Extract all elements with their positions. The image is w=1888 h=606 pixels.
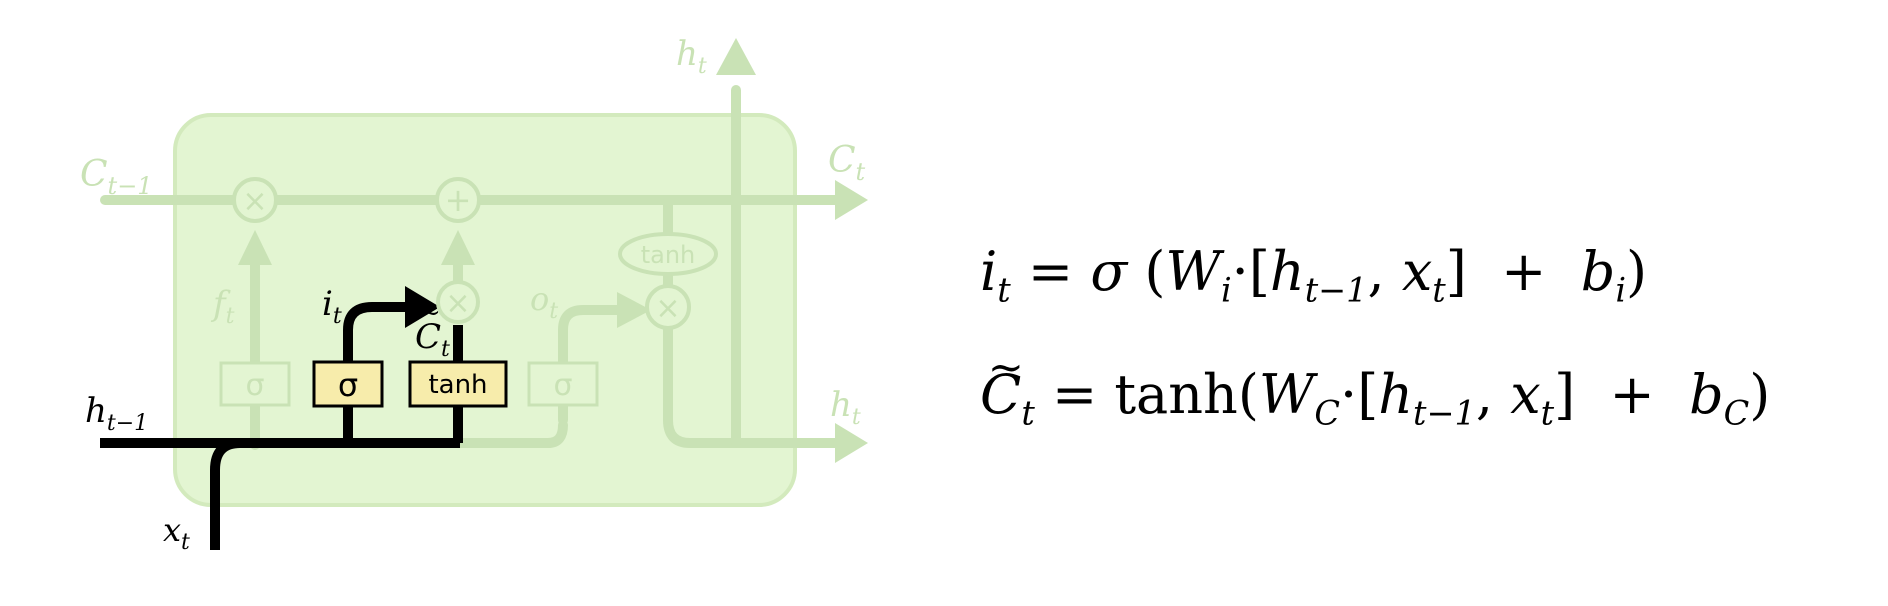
x-input-label: xt	[163, 511, 190, 555]
input-multiply-node: ×	[436, 280, 480, 324]
svg-text:~: ~	[419, 298, 441, 328]
svg-text:+: +	[445, 181, 472, 219]
svg-text:×: ×	[242, 184, 267, 219]
output-tanh-node: tanh	[618, 232, 718, 276]
hidden-right-label: ht	[830, 385, 861, 430]
hidden-top-label: ht	[676, 34, 707, 79]
faded-arrowheads	[238, 38, 868, 463]
active-flow-lines	[100, 302, 463, 550]
svg-text:Ct: Ct	[415, 317, 450, 362]
output-sigma-box: σ	[527, 361, 599, 407]
add-node: +	[435, 177, 481, 223]
input-gate-equation: it = σ (Wi·[ht−1, xt] + bi)	[980, 240, 1648, 310]
input-sigma-box: σ	[312, 360, 384, 408]
candidate-equation: Ct = tanh(WC·[ht−1, xt] + bC)	[980, 316, 1860, 466]
candidate-tanh-box: tanh	[408, 360, 508, 408]
svg-text:σ: σ	[245, 368, 264, 403]
candidate-label: ~ Ct	[415, 298, 450, 362]
output-gate-label: ot	[530, 280, 558, 324]
svg-text:×: ×	[445, 286, 470, 321]
cell-state-output-label: Ct	[828, 140, 866, 186]
svg-text:σ: σ	[338, 366, 358, 404]
forget-multiply-node: ×	[232, 177, 278, 223]
output-multiply-node: ×	[645, 284, 691, 330]
svg-text:tanh: tanh	[641, 241, 696, 269]
svg-text:×: ×	[655, 291, 680, 326]
cell-state-input-label: Ct−1	[80, 154, 153, 200]
hidden-input-label: ht−1	[85, 391, 148, 436]
svg-text:σ: σ	[553, 368, 572, 403]
input-gate-equations: it = σ (Wi·[ht−1, xt] + bi) Ct = tanh(WC…	[980, 220, 1860, 465]
input-gate-arrowhead	[405, 286, 440, 328]
svg-text:tanh: tanh	[428, 370, 487, 400]
input-gate-label: it	[322, 284, 342, 329]
forget-sigma-box: σ	[219, 361, 291, 407]
